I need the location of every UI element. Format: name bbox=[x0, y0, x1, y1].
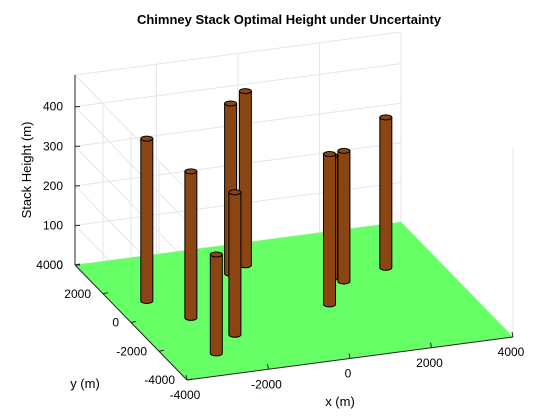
x-tick-mark bbox=[267, 364, 269, 370]
stack-body bbox=[337, 150, 351, 285]
x-tick-mark bbox=[430, 342, 432, 348]
stack-body bbox=[140, 138, 154, 304]
chimney-stack bbox=[337, 147, 351, 285]
x-tick-label: -4000 bbox=[170, 388, 201, 402]
stack-top bbox=[184, 168, 198, 175]
chimney-stack bbox=[228, 189, 242, 338]
y-tick-label: 4000 bbox=[36, 258, 63, 272]
stack-top bbox=[209, 251, 223, 258]
stack-layer bbox=[140, 88, 393, 357]
y-tick-mark bbox=[186, 378, 193, 381]
y-tick-label: -2000 bbox=[116, 344, 147, 358]
z-tick-label: 100 bbox=[43, 218, 63, 232]
stack-top bbox=[228, 189, 242, 196]
stack-body bbox=[209, 253, 223, 357]
x-tick-label: -2000 bbox=[251, 377, 282, 391]
stack-top bbox=[238, 88, 252, 95]
y-tick-mark bbox=[158, 349, 165, 352]
y-tick-label: 2000 bbox=[64, 287, 91, 301]
stack-top bbox=[337, 147, 351, 154]
x-axis-label: x (m) bbox=[325, 394, 355, 409]
z-tick-label: 0 bbox=[56, 258, 63, 272]
x-tick-mark bbox=[511, 331, 514, 338]
x-tick-mark bbox=[185, 374, 188, 381]
chimney-stack bbox=[209, 251, 223, 357]
y-tick-mark bbox=[130, 321, 137, 323]
stack-body bbox=[379, 116, 393, 271]
z-tick-label: 300 bbox=[43, 139, 63, 153]
z-tick-label: 200 bbox=[43, 179, 63, 193]
stack-top bbox=[379, 114, 393, 121]
x-tick-label: 4000 bbox=[498, 345, 525, 359]
chart-title: Chimney Stack Optimal Height under Uncer… bbox=[137, 12, 442, 27]
z-axis-label: Stack Height (m) bbox=[19, 122, 34, 219]
z-tick-label: 400 bbox=[43, 100, 63, 114]
tick-label-layer: -4000-2000020004000-4000-200002000400001… bbox=[36, 100, 524, 402]
stack-top bbox=[323, 151, 337, 158]
chimney-stack bbox=[140, 135, 154, 304]
chimney-stack bbox=[323, 151, 337, 308]
stack-top bbox=[224, 100, 238, 107]
stack-body bbox=[323, 153, 337, 308]
chimney-stack bbox=[184, 168, 198, 321]
gridline-z bbox=[74, 145, 188, 262]
stack-top bbox=[140, 135, 154, 142]
gridline-z bbox=[74, 63, 402, 108]
gridline-z bbox=[74, 106, 188, 223]
y-tick-mark bbox=[102, 292, 109, 295]
x-tick-label: 0 bbox=[345, 367, 352, 381]
gridline-z bbox=[74, 102, 402, 147]
chimney-stack bbox=[379, 114, 393, 271]
stack-body bbox=[184, 170, 198, 321]
x-tick-label: 2000 bbox=[416, 356, 443, 370]
axis-layer bbox=[74, 75, 514, 381]
stack-body bbox=[228, 191, 242, 338]
y-tick-label: 0 bbox=[112, 316, 119, 330]
y-tick-label: -4000 bbox=[144, 373, 175, 387]
y-axis-label: y (m) bbox=[70, 376, 100, 391]
x-tick-mark bbox=[348, 353, 351, 359]
